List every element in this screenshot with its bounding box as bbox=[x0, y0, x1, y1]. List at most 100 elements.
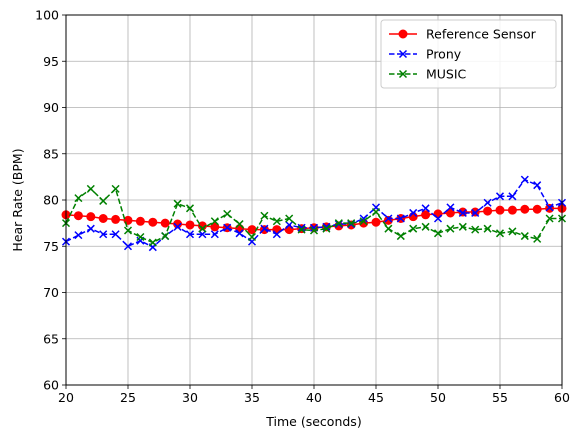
data-point bbox=[398, 49, 408, 59]
legend-item: Prony bbox=[389, 47, 462, 62]
data-point bbox=[421, 210, 431, 220]
data-point bbox=[359, 214, 368, 223]
data-point bbox=[371, 217, 381, 227]
data-point bbox=[235, 220, 244, 229]
data-point bbox=[508, 227, 517, 236]
data-point bbox=[247, 232, 257, 242]
data-point bbox=[73, 211, 83, 221]
data-point bbox=[86, 224, 95, 233]
legend: Reference Sensor Prony MUSIC bbox=[380, 19, 557, 89]
y-tick-label: 90 bbox=[43, 100, 59, 115]
legend-box bbox=[380, 19, 557, 89]
data-point bbox=[111, 230, 120, 239]
data-point bbox=[148, 238, 157, 247]
data-point bbox=[322, 224, 331, 233]
series-prony bbox=[61, 175, 567, 252]
data-point bbox=[86, 212, 96, 222]
data-point bbox=[398, 69, 408, 79]
data-point bbox=[359, 217, 368, 226]
y-tick-label: 85 bbox=[43, 146, 59, 161]
data-point bbox=[210, 217, 219, 226]
data-point bbox=[173, 222, 182, 231]
data-point bbox=[247, 225, 257, 235]
data-point bbox=[285, 214, 294, 223]
data-point bbox=[98, 214, 108, 223]
x-tick-label: 30 bbox=[182, 390, 198, 405]
data-point bbox=[533, 181, 542, 190]
data-point bbox=[173, 199, 182, 208]
data-point bbox=[483, 206, 493, 216]
data-point bbox=[210, 230, 219, 239]
data-point bbox=[135, 216, 145, 226]
data-point bbox=[111, 184, 120, 193]
y-tick-label: 75 bbox=[43, 239, 59, 254]
data-point bbox=[384, 214, 393, 223]
data-point bbox=[161, 232, 170, 241]
data-point bbox=[409, 208, 418, 217]
x-tick-label: 50 bbox=[430, 390, 446, 405]
legend-label: Prony bbox=[426, 47, 462, 62]
legend-label: Reference Sensor bbox=[426, 27, 537, 42]
data-point bbox=[223, 223, 232, 232]
data-point bbox=[396, 232, 405, 241]
data-point bbox=[123, 226, 133, 235]
series-music bbox=[61, 184, 567, 247]
legend-item: MUSIC bbox=[389, 67, 467, 82]
data-point bbox=[260, 224, 269, 233]
data-point bbox=[421, 222, 430, 231]
data-point bbox=[520, 204, 530, 214]
x-tick-label: 60 bbox=[554, 390, 570, 405]
data-point bbox=[285, 220, 294, 230]
data-point bbox=[433, 214, 443, 223]
x-tick-label: 40 bbox=[306, 390, 322, 405]
data-point bbox=[483, 224, 492, 233]
data-point bbox=[223, 209, 232, 218]
series-layer bbox=[61, 175, 567, 252]
data-point bbox=[334, 219, 343, 228]
data-point bbox=[495, 205, 505, 215]
data-point bbox=[445, 208, 455, 218]
y-tick-label: 80 bbox=[43, 193, 59, 208]
y-tick-label: 100 bbox=[35, 8, 59, 23]
data-point bbox=[185, 230, 195, 239]
data-point bbox=[396, 214, 405, 223]
data-point bbox=[520, 232, 529, 241]
data-point bbox=[458, 208, 467, 217]
data-point bbox=[508, 192, 517, 201]
data-point bbox=[471, 225, 480, 234]
data-point bbox=[471, 208, 480, 217]
data-point bbox=[272, 230, 281, 239]
data-point bbox=[210, 222, 220, 232]
y-tick-label: 65 bbox=[43, 331, 59, 346]
data-point bbox=[198, 224, 207, 233]
data-point bbox=[384, 224, 393, 233]
data-point bbox=[421, 204, 430, 213]
data-point bbox=[74, 194, 83, 203]
data-point bbox=[99, 196, 108, 205]
data-point bbox=[532, 204, 542, 214]
data-point bbox=[446, 203, 455, 212]
x-tick-label: 20 bbox=[58, 390, 74, 405]
data-point bbox=[74, 231, 83, 240]
x-tick-label: 25 bbox=[120, 390, 136, 405]
legend-item: Reference Sensor bbox=[389, 27, 537, 42]
data-point bbox=[297, 223, 306, 232]
data-point bbox=[111, 214, 121, 224]
y-tick-label: 60 bbox=[43, 378, 59, 393]
legend-label: MUSIC bbox=[426, 67, 467, 82]
data-point bbox=[136, 232, 145, 242]
data-point bbox=[507, 205, 517, 215]
data-point bbox=[545, 203, 554, 212]
data-point bbox=[235, 229, 244, 238]
data-point bbox=[185, 204, 195, 213]
data-point bbox=[495, 192, 505, 201]
data-point bbox=[347, 219, 356, 228]
x-axis-label: Time (seconds) bbox=[265, 414, 361, 429]
data-point bbox=[520, 175, 529, 184]
data-point bbox=[173, 219, 183, 229]
axis-ticks: 20 25 30 35 40 45 50 55 60 60 65 70 75 80 85 90 95 100 bbox=[35, 8, 570, 406]
data-point bbox=[458, 222, 467, 231]
data-point bbox=[483, 198, 492, 207]
data-point bbox=[545, 214, 554, 223]
